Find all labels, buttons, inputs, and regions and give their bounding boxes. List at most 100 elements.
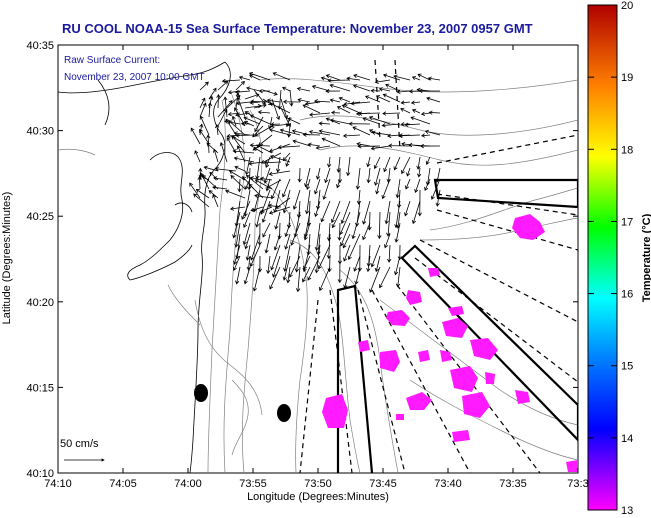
current-vector xyxy=(353,255,361,272)
current-vector xyxy=(346,156,351,177)
map-title: RU COOL NOAA-15 Sea Surface Temperature:… xyxy=(62,21,533,36)
current-vector xyxy=(221,78,241,84)
current-vector xyxy=(233,244,241,265)
y-tick-label: 40:35 xyxy=(26,40,54,52)
current-vector xyxy=(428,110,441,115)
current-vector xyxy=(404,122,421,127)
current-vector xyxy=(248,71,271,81)
current-vector xyxy=(339,222,351,247)
current-vector xyxy=(313,178,321,195)
current-vector xyxy=(370,244,381,268)
current-vector xyxy=(273,233,281,251)
current-annotation-line2: November 23, 2007 10:00 GMT xyxy=(64,72,205,83)
current-vector xyxy=(375,95,391,103)
current-vector xyxy=(394,222,401,243)
surface-current-vectors xyxy=(189,71,441,293)
current-vector xyxy=(314,222,321,251)
current-vector xyxy=(393,156,401,171)
current-vector xyxy=(387,133,401,138)
current-vector xyxy=(199,102,207,118)
current-vector xyxy=(357,244,362,272)
current-vector xyxy=(396,89,411,95)
transect-boxes xyxy=(336,178,578,473)
current-vector xyxy=(329,83,351,92)
current-vector xyxy=(373,156,381,170)
current-vector xyxy=(203,165,219,172)
current-vector xyxy=(343,266,351,289)
current-vector xyxy=(362,200,371,225)
colorbar-label: Temperature (°C) xyxy=(641,213,651,302)
current-vector xyxy=(261,152,282,164)
current-vector xyxy=(270,244,281,271)
current-vector xyxy=(269,266,281,290)
current-vector xyxy=(308,129,331,136)
current-vector xyxy=(315,145,331,150)
current-vector xyxy=(368,115,391,125)
current-vector xyxy=(219,142,228,163)
scale-label: 50 cm/s xyxy=(60,438,99,450)
current-vector xyxy=(362,117,381,125)
current-vector xyxy=(282,189,291,214)
current-vector xyxy=(351,211,361,240)
current-vector xyxy=(281,178,291,198)
x-axis-label: Longitude (Degrees:Minutes) xyxy=(247,491,389,503)
current-vector xyxy=(233,156,255,163)
current-vector xyxy=(385,83,401,92)
current-vector xyxy=(272,255,281,278)
current-vector xyxy=(384,200,391,225)
current-vector xyxy=(369,266,381,293)
x-tick-label: 74:00 xyxy=(174,478,202,490)
current-vector xyxy=(265,178,271,192)
colorbar-tick-label: 16 xyxy=(621,289,633,301)
current-vector xyxy=(303,222,311,241)
current-vector xyxy=(417,73,431,81)
current-vector xyxy=(336,178,341,189)
current-vector xyxy=(393,74,411,81)
current-vector xyxy=(424,178,431,191)
current-vector xyxy=(352,84,371,92)
colorbar xyxy=(587,4,618,511)
current-vector xyxy=(382,73,401,81)
current-vector xyxy=(326,222,332,242)
current-vector xyxy=(243,211,251,228)
current-vector xyxy=(282,255,291,281)
current-vector xyxy=(387,244,392,263)
current-vector xyxy=(225,189,246,199)
current-vector xyxy=(302,132,321,137)
current-vector xyxy=(327,156,332,168)
current-vector xyxy=(424,129,441,136)
current-vector xyxy=(249,114,271,125)
current-vector xyxy=(414,178,421,194)
x-axis-ticks: 74:10 74:05 74:00 73:55 73:50 73:45 73:40 73:35… xyxy=(44,45,589,490)
current-vector xyxy=(318,129,341,136)
current-vector xyxy=(343,244,351,262)
current-vector xyxy=(212,185,228,190)
current-vector xyxy=(270,122,281,127)
current-vector xyxy=(378,87,391,92)
current-vector xyxy=(395,178,401,199)
current-vector xyxy=(302,266,311,283)
current-vector xyxy=(411,76,421,81)
current-vector xyxy=(430,178,441,200)
current-vector xyxy=(227,90,241,95)
current-vector xyxy=(341,104,361,114)
current-vector xyxy=(270,123,291,129)
current-vector xyxy=(291,129,311,136)
current-vector xyxy=(208,190,219,199)
current-vector xyxy=(384,233,391,249)
current-vector xyxy=(302,104,321,114)
current-vector xyxy=(322,178,331,200)
current-vector xyxy=(296,86,311,92)
current-vector xyxy=(263,167,271,184)
current-vector xyxy=(215,124,220,136)
current-vector xyxy=(235,112,251,117)
colorbar-tick-label: 19 xyxy=(621,72,633,84)
current-vector xyxy=(199,128,210,145)
current-vector xyxy=(304,189,311,215)
current-vector xyxy=(254,116,264,133)
current-vector xyxy=(234,222,241,248)
current-vector xyxy=(241,200,251,220)
current-vector xyxy=(383,156,391,173)
current-vector xyxy=(286,125,292,138)
current-vector xyxy=(320,200,331,223)
